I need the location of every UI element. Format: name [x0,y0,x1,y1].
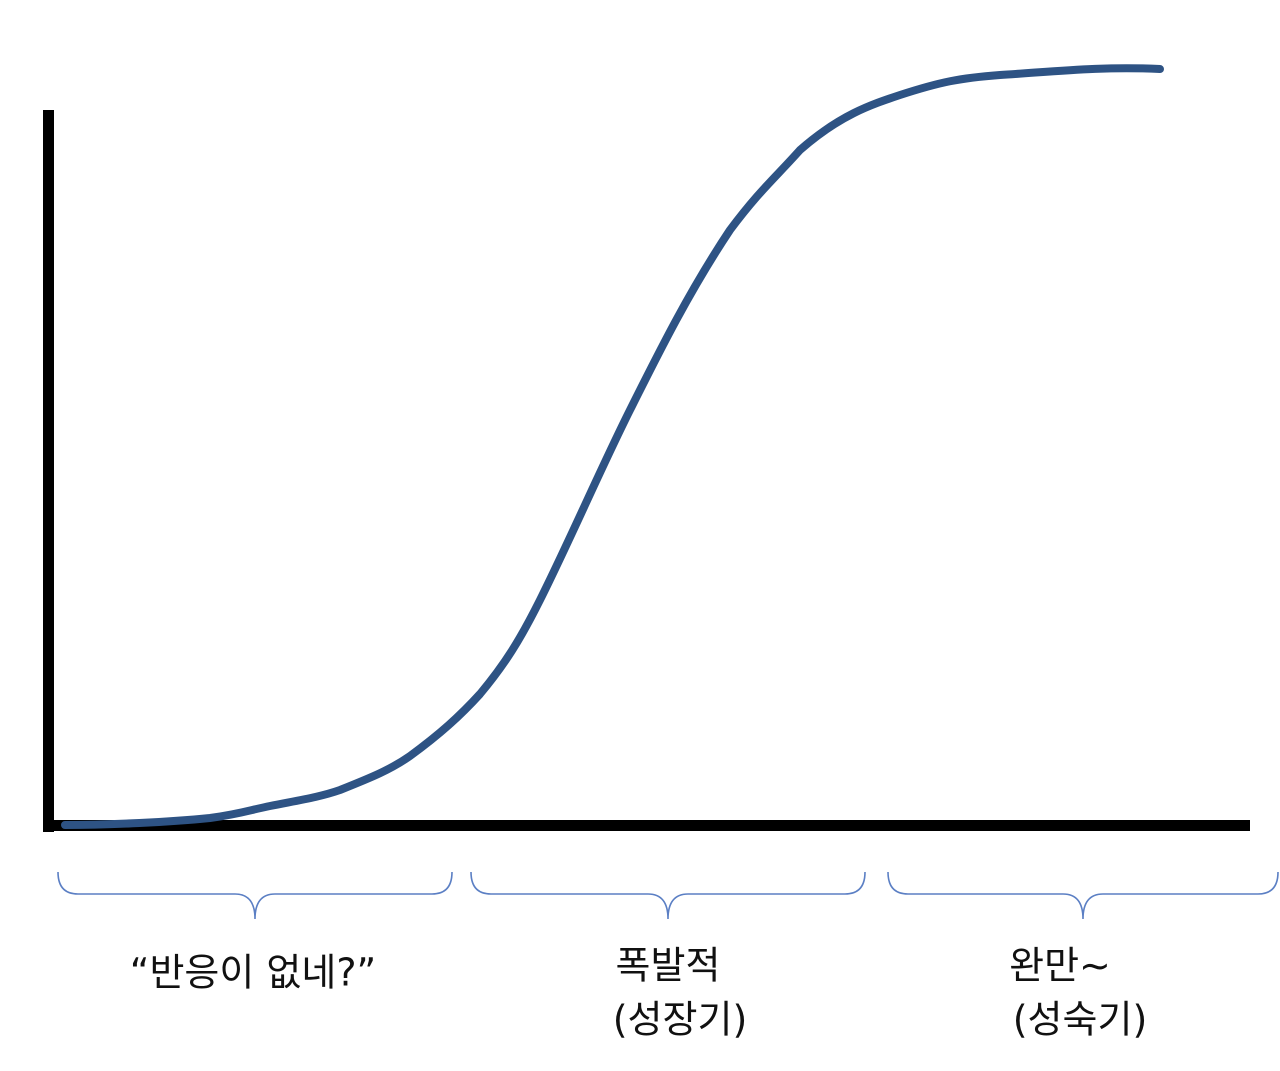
s-curve [61,64,1164,829]
phase-sublabel: (성숙기) [1013,998,1148,1042]
phase-sublabel: (성장기) [613,998,748,1042]
brace [470,871,866,920]
brace [887,871,1279,920]
phase-label: “반응이 없네?” [130,951,376,995]
y-axis [43,110,54,832]
phase-label: 폭발적 [616,944,721,988]
x-axis [43,820,1250,831]
brace [57,871,453,920]
phase-label: 완만~ [1009,944,1111,988]
